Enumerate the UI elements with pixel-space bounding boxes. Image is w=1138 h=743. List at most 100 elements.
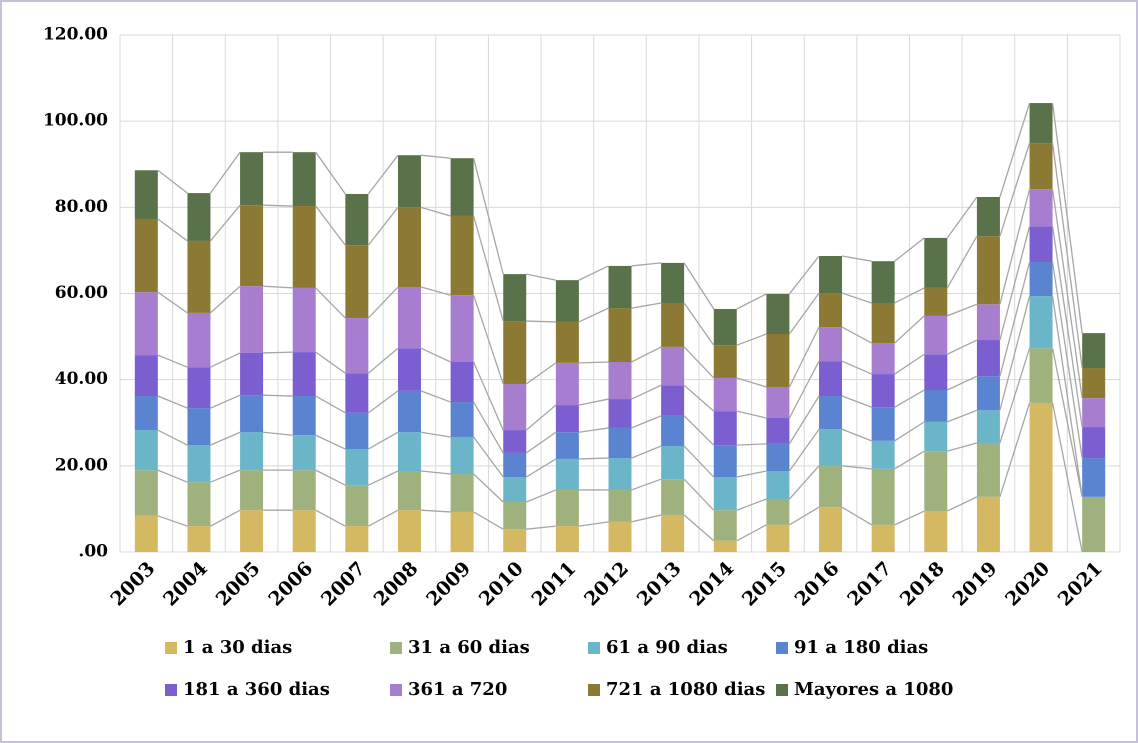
series-line — [736, 293, 767, 310]
series-line — [263, 431, 293, 436]
series-line — [788, 360, 820, 419]
bar-segment — [292, 396, 316, 436]
bar-segment — [976, 340, 1000, 377]
bar-segment — [187, 445, 211, 483]
bar-segment — [397, 510, 421, 552]
bar-segment — [187, 193, 211, 241]
bar-segment — [1029, 296, 1053, 349]
bar-segment — [924, 421, 948, 452]
bar-segment — [713, 477, 737, 511]
bar-segment — [661, 415, 685, 447]
bar-segment — [871, 374, 895, 408]
bar-segment — [871, 524, 895, 552]
bar-segment — [819, 396, 843, 430]
bar-segment — [450, 158, 474, 216]
legend-label: 721 a 1080 dias — [606, 679, 765, 700]
bar-segment — [766, 524, 790, 552]
series-line — [420, 390, 451, 403]
bar-segment — [450, 436, 474, 475]
series-line — [526, 273, 556, 281]
legend-swatch — [776, 642, 788, 654]
series-line — [578, 307, 609, 323]
series-line — [894, 315, 925, 344]
bar-segment — [1029, 348, 1053, 403]
series-line — [420, 431, 451, 438]
legend-swatch — [165, 684, 177, 696]
series-line — [631, 262, 662, 267]
legend-label: 361 a 720 — [408, 679, 507, 700]
legend-swatch — [776, 684, 788, 696]
series-line — [472, 215, 504, 322]
series-line — [894, 389, 925, 408]
series-line — [367, 390, 399, 414]
bar-segment — [292, 510, 316, 552]
series-line — [420, 509, 451, 513]
bar-segment — [713, 510, 737, 541]
bar-segment — [187, 367, 211, 409]
bar-segment — [924, 511, 948, 552]
bar-segment — [819, 361, 843, 397]
series-line — [631, 302, 662, 309]
bar-segment — [976, 236, 1000, 305]
series-line — [473, 401, 504, 454]
legend-label: 91 a 180 dias — [794, 637, 928, 658]
bar-segment — [976, 304, 1000, 341]
series-line — [683, 262, 715, 310]
bar-segment — [503, 502, 527, 530]
bar-segment — [450, 295, 474, 363]
series-line — [315, 205, 346, 246]
bar-segment — [976, 410, 1000, 443]
series-line — [368, 431, 399, 450]
bar-segment — [450, 362, 474, 403]
series-line — [157, 469, 188, 483]
series-line — [420, 154, 451, 159]
bar-segment — [976, 496, 1000, 552]
bar-segment — [608, 265, 632, 309]
legend-swatch — [588, 684, 600, 696]
legend-label: 181 a 360 dias — [183, 679, 330, 700]
bar-segment — [503, 452, 527, 478]
bar-segment — [240, 432, 264, 471]
bar-segment — [713, 377, 737, 412]
series-line — [210, 431, 241, 446]
series-line — [367, 154, 399, 195]
bar-segment — [766, 443, 790, 472]
bar-segment — [345, 193, 369, 246]
series-line — [946, 196, 978, 239]
series-line — [578, 361, 609, 364]
series-line — [999, 102, 1031, 198]
bar-segment — [924, 287, 948, 316]
series-line — [1051, 402, 1083, 553]
series-line — [315, 351, 346, 374]
series-line — [210, 469, 241, 483]
legend-swatch — [390, 642, 402, 654]
bar-segment — [555, 489, 579, 527]
series-line — [946, 235, 978, 289]
bar-segment — [871, 468, 895, 525]
series-line — [788, 292, 820, 335]
series-line — [999, 348, 1031, 444]
bar-segment — [766, 293, 790, 334]
bar-segment — [661, 302, 685, 347]
series-line — [525, 404, 557, 431]
bar-segment — [555, 458, 579, 490]
series-line — [473, 473, 504, 503]
bar-segment — [397, 390, 421, 433]
series-line — [683, 346, 715, 379]
bar-segment — [292, 206, 316, 288]
series-line — [157, 395, 188, 409]
series-line — [736, 524, 767, 542]
bar-segment — [1029, 189, 1053, 227]
bar-segment — [555, 405, 579, 433]
bar-segment — [871, 407, 895, 441]
bar-segment — [555, 432, 579, 459]
series-line — [315, 151, 346, 195]
series-line — [947, 496, 978, 512]
bar-segment — [397, 287, 421, 349]
series-line — [315, 509, 346, 527]
series-line — [1051, 102, 1083, 334]
bar-segment — [240, 352, 264, 396]
series-line — [947, 409, 978, 423]
bar-segment — [924, 451, 948, 512]
